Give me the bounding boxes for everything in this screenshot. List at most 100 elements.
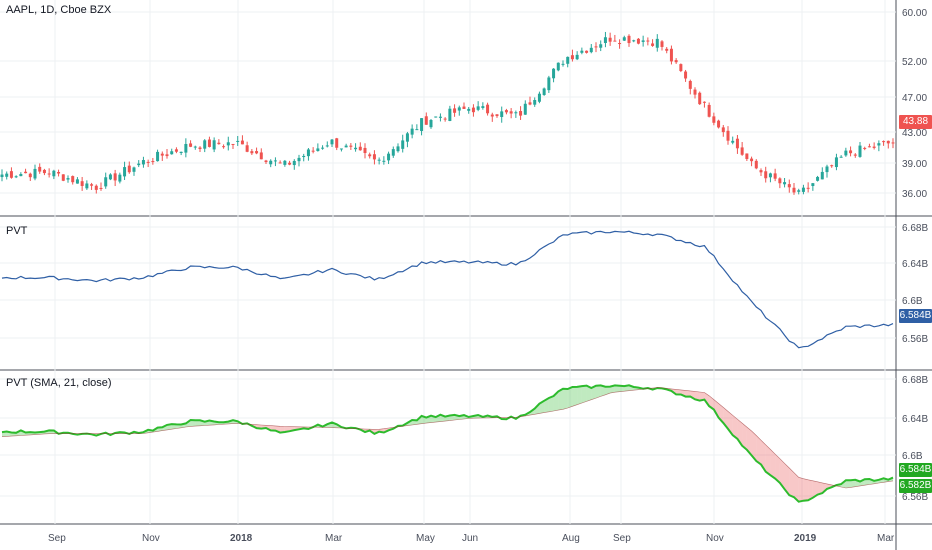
candle xyxy=(891,138,895,149)
fill-segment xyxy=(822,482,827,494)
sma-line xyxy=(1,387,894,489)
candle xyxy=(349,143,353,150)
candle xyxy=(467,107,471,114)
pvt-pane-title[interactable]: PVT xyxy=(6,225,28,237)
candle xyxy=(24,168,28,174)
pvt-sma-pane-title[interactable]: PVT (SMA, 21, close) xyxy=(6,377,112,389)
fill-segment xyxy=(746,427,752,456)
candle xyxy=(66,175,70,183)
candle xyxy=(42,168,46,176)
candle xyxy=(778,177,782,189)
candle xyxy=(259,148,263,160)
candle xyxy=(481,102,485,110)
candle xyxy=(684,69,688,82)
candle xyxy=(490,112,494,122)
candle xyxy=(533,97,537,107)
candle xyxy=(660,40,664,51)
candle xyxy=(872,142,876,150)
candle xyxy=(665,47,669,54)
candle xyxy=(514,110,518,118)
pvt-axis-label: 6.64B xyxy=(902,259,928,270)
fill-segment xyxy=(558,388,563,411)
candle xyxy=(28,172,32,181)
candle xyxy=(500,106,504,123)
fill-segment xyxy=(794,472,799,502)
candle xyxy=(146,159,150,168)
candle xyxy=(193,145,197,150)
candle xyxy=(731,136,735,145)
price-axis-label: 36.00 xyxy=(902,189,927,200)
candle xyxy=(622,35,626,41)
candle xyxy=(438,113,442,122)
candle xyxy=(151,157,155,165)
time-axis-label: May xyxy=(416,533,435,544)
candle xyxy=(325,141,329,148)
candle xyxy=(707,102,711,118)
candle xyxy=(396,143,400,153)
candle xyxy=(688,79,692,95)
fill-segment xyxy=(751,430,757,461)
time-axis[interactable]: Sep Nov 2018 Mar May Jun Aug Sep Nov 201… xyxy=(48,533,895,544)
last-pvt-line-badge: 6.584B xyxy=(899,463,932,477)
candle xyxy=(886,140,890,149)
candle xyxy=(339,148,343,152)
candle xyxy=(721,124,725,137)
candle xyxy=(288,160,292,166)
candle xyxy=(354,143,358,152)
candle xyxy=(401,134,405,153)
fill-segment xyxy=(784,463,790,496)
pvt-sma-axis-label: 6.56B xyxy=(902,492,928,503)
candle xyxy=(669,45,673,65)
candle xyxy=(816,175,820,182)
fill-segment xyxy=(534,403,540,415)
candle xyxy=(783,178,787,188)
candle xyxy=(85,180,89,190)
fill-segment xyxy=(808,479,813,501)
last-sma-badge: 6.582B xyxy=(899,479,932,493)
time-axis-label: Nov xyxy=(706,533,724,544)
fill-segment xyxy=(553,391,559,411)
candle xyxy=(424,112,428,125)
time-axis-label: Sep xyxy=(48,533,66,544)
candle xyxy=(768,172,772,183)
candle xyxy=(457,105,461,116)
fill-segment xyxy=(699,391,705,401)
pvt-sma-axis-label: 6.64B xyxy=(902,414,928,425)
candle xyxy=(283,159,287,167)
candle xyxy=(443,117,447,122)
candle xyxy=(679,63,683,73)
candle xyxy=(330,138,334,147)
fill-segment xyxy=(850,479,856,488)
fill-segment xyxy=(195,420,200,427)
symbol-title[interactable]: AAPL, 1D, Cboe BZX xyxy=(6,4,112,16)
candle xyxy=(302,153,306,162)
pvt-axis-label: 6.6B xyxy=(902,296,923,307)
fill-segment xyxy=(567,387,573,408)
candle xyxy=(255,147,259,155)
candle xyxy=(377,157,381,165)
candle xyxy=(47,168,51,178)
candle xyxy=(52,169,56,180)
candle xyxy=(184,138,188,158)
candle xyxy=(552,68,556,83)
fill-segment xyxy=(544,397,549,413)
candle xyxy=(580,47,584,55)
fill-segment xyxy=(845,480,851,489)
candle xyxy=(344,143,348,148)
candle xyxy=(627,34,631,47)
last-price-badge: 43.88 xyxy=(899,115,932,129)
candle xyxy=(504,108,508,115)
candle xyxy=(849,146,853,157)
candle xyxy=(448,105,452,122)
candle xyxy=(820,167,824,180)
candle xyxy=(99,182,103,191)
candle xyxy=(5,171,9,180)
time-axis-label: Mar xyxy=(325,533,343,544)
candle xyxy=(712,112,716,126)
pvt-sma-axis-label: 6.6B xyxy=(902,451,923,462)
fill-segment xyxy=(605,386,611,395)
candle xyxy=(387,151,391,165)
candle xyxy=(321,145,325,150)
candle xyxy=(372,150,376,165)
